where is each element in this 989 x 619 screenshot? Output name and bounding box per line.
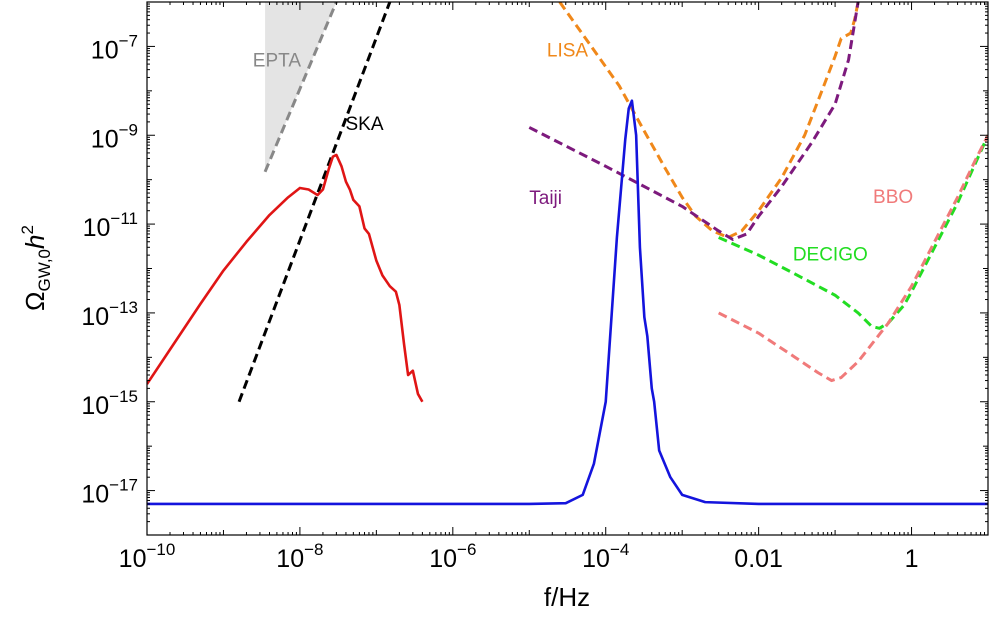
taiji-label: Taiji (529, 188, 562, 209)
epta-label: EPTA (253, 51, 302, 72)
y-tick-label: 10−13 (81, 298, 138, 331)
ska-label: SKA (346, 114, 384, 135)
y-tick-label: 10−15 (81, 387, 138, 420)
decigo-label: DECIGO (793, 245, 868, 266)
axis-ticks (146, 1, 989, 536)
epta-region (265, 2, 337, 172)
y-axis-label: ΩGW,0h2 (18, 225, 54, 311)
y-tick-label: 10−11 (83, 209, 138, 242)
series-layer (147, 2, 988, 506)
decigo-sensitivity-curve (718, 134, 988, 330)
taiji-sensitivity-curve (528, 2, 860, 241)
x-tick-label: 0.01 (734, 545, 783, 573)
x-tick-label: 10−10 (119, 540, 176, 573)
fill-regions (265, 2, 337, 172)
lisa-sensitivity-curve (558, 2, 860, 239)
red-spectrum-curve (147, 153, 424, 403)
epta-sensitivity-curve (263, 2, 338, 173)
x-tick-label: 10−6 (429, 540, 476, 573)
bbo-sensitivity-curve (717, 134, 988, 383)
x-axis-label: f/Hz (544, 582, 590, 612)
curve-labels: EPTA SKA LISA Taiji DECIGO BBO (253, 40, 913, 265)
y-tick-label: 10−7 (91, 31, 138, 64)
x-tick-label: 10−4 (582, 540, 629, 573)
y-tick-label: 10−9 (91, 120, 138, 153)
lisa-label: LISA (547, 40, 589, 61)
blue-spectrum-curve (147, 99, 988, 506)
y-tick-label: 10−17 (81, 476, 138, 509)
x-tick-label: 10−8 (276, 540, 323, 573)
x-tick-label: 1 (905, 545, 919, 573)
bbo-label: BBO (873, 187, 913, 208)
tick-labels: 10−10 10−8 10−6 10−4 0.01 1 10−7 10−9 10−11 10−13… (81, 31, 918, 573)
ska-sensitivity-curve (237, 2, 392, 403)
